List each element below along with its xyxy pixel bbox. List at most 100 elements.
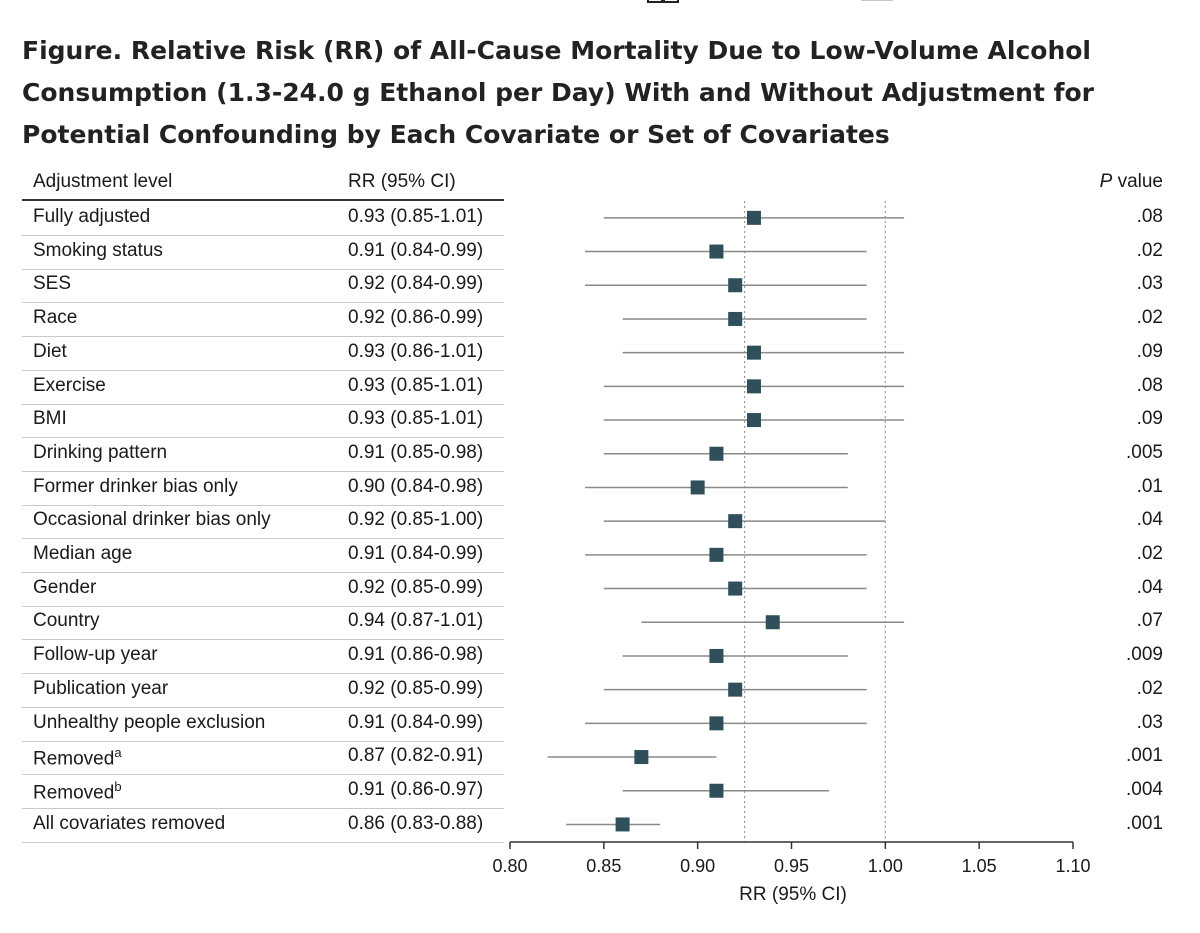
row-p-value: .04 [1136, 509, 1163, 531]
row-rr-ci: 0.91 (0.84-0.99) [348, 711, 484, 733]
rr-marker [746, 345, 761, 360]
rr-marker [615, 817, 630, 832]
rr-marker [765, 615, 780, 630]
row-rr-ci: 0.92 (0.85-1.00) [348, 509, 484, 531]
rr-marker [746, 379, 761, 394]
row-p-value: .005 [1126, 441, 1163, 463]
header-rr: RR (95% CI) [348, 171, 456, 192]
row-footnote-mark: a [114, 745, 122, 761]
table-row: Former drinker bias only 0.90 (0.84-0.98) [22, 471, 504, 506]
row-p-value: .03 [1136, 711, 1163, 733]
table-row: Occasional drinker bias only 0.92 (0.85-1… [22, 504, 504, 540]
row-label: Race [33, 307, 78, 329]
row-footnote-mark: b [114, 778, 122, 794]
rr-marker [728, 682, 743, 697]
row-rr-ci: 0.92 (0.84-0.99) [348, 273, 484, 295]
row-rr-ci: 0.92 (0.85-0.99) [348, 677, 484, 699]
row-p-value: .09 [1136, 408, 1163, 430]
row-rr-ci: 0.91 (0.86-0.98) [348, 644, 484, 666]
row-p-value: .01 [1136, 475, 1163, 497]
row-rr-ci: 0.86 (0.83-0.88) [348, 812, 484, 834]
row-label: SES [33, 273, 72, 295]
row-rr-ci: 0.90 (0.84-0.98) [348, 475, 484, 497]
row-label: Follow-up year [33, 644, 158, 666]
rr-marker [728, 311, 743, 326]
x-tick-label: 0.95 [774, 856, 809, 876]
header-p-value: P value [1100, 171, 1163, 193]
bookmark-icon[interactable] [647, 0, 679, 3]
row-label: Unhealthy people exclusion [33, 711, 266, 733]
header-adjustment-level: Adjustment level [33, 171, 173, 192]
row-rr-ci: 0.87 (0.82-0.91) [348, 745, 484, 767]
row-p-value: .09 [1136, 340, 1163, 362]
table-row: Race 0.92 (0.86-0.99) [22, 302, 504, 338]
header-p-suffix: value [1112, 171, 1163, 192]
header-rule [22, 199, 504, 201]
row-label: All covariates removed [33, 812, 226, 834]
row-p-value: .08 [1136, 374, 1163, 396]
rr-marker [728, 514, 743, 529]
x-tick-label: 0.90 [680, 856, 715, 876]
rr-marker [728, 278, 743, 293]
table-row: Publication year 0.92 (0.85-0.99) [22, 673, 504, 708]
row-p-value: .02 [1136, 677, 1163, 699]
row-label: Country [33, 610, 100, 632]
figure-title: Figure. Relative Risk (RR) of All-Cause … [22, 36, 1094, 149]
rr-marker [709, 446, 724, 461]
row-label: Former drinker bias only [33, 475, 238, 497]
x-tick-label: 0.85 [586, 856, 621, 876]
table-row: Follow-up year 0.91 (0.86-0.98) [22, 639, 504, 675]
rr-marker [709, 244, 724, 259]
row-label: Publication year [33, 677, 169, 699]
rr-marker [634, 750, 649, 765]
table-row: All covariates removed 0.86 (0.83-0.88) [22, 808, 504, 843]
x-tick-label: 1.10 [1055, 856, 1090, 876]
table-row: SES 0.92 (0.84-0.99) [22, 268, 504, 304]
row-label: Occasional drinker bias only [33, 509, 271, 531]
row-label: Diet [33, 340, 67, 362]
rr-marker [728, 581, 743, 596]
row-p-value: .02 [1136, 543, 1163, 564]
row-rr-ci: 0.93 (0.85-1.01) [348, 374, 484, 396]
row-rr-ci: 0.91 (0.85-0.98) [348, 441, 484, 463]
row-rr-ci: 0.92 (0.86-0.99) [348, 307, 484, 329]
row-label: Drinking pattern [33, 441, 168, 463]
rr-marker [690, 480, 705, 495]
row-rr-ci: 0.91 (0.84-0.99) [348, 239, 484, 261]
row-p-value: .08 [1136, 206, 1163, 227]
row-p-value: .02 [1136, 239, 1163, 261]
row-rr-ci: 0.93 (0.85-1.01) [348, 408, 484, 430]
table-row: Unhealthy people exclusion 0.91 (0.84-0.9… [22, 707, 504, 742]
x-tick-label: 1.00 [868, 856, 903, 876]
table-row: Country 0.94 (0.87-1.01) [22, 605, 504, 641]
row-rr-ci: 0.91 (0.84-0.99) [348, 543, 484, 564]
x-tick-label: 0.80 [492, 856, 527, 876]
x-tick-label: 1.05 [962, 856, 997, 876]
rr-marker [746, 413, 761, 428]
row-rr-ci: 0.93 (0.85-1.01) [348, 206, 484, 227]
rr-marker [709, 783, 724, 798]
row-label: BMI [33, 408, 67, 430]
rr-marker [746, 210, 761, 225]
row-rr-ci: 0.91 (0.86-0.97) [348, 778, 484, 800]
row-p-value: .009 [1126, 644, 1163, 666]
row-label: Gender [33, 576, 97, 598]
row-rr-ci: 0.94 (0.87-1.01) [348, 610, 484, 632]
header-p-prefix: P [1099, 171, 1113, 192]
row-label: Median age [33, 543, 133, 564]
row-rr-ci: 0.93 (0.86-1.01) [348, 340, 484, 362]
table-row: Removedb 0.91 (0.86-0.97) [22, 774, 504, 809]
table-row: Median age 0.91 (0.84-0.99) [22, 538, 504, 573]
x-axis-title: RR (95% CI) [739, 884, 847, 905]
row-label: Removedb [33, 778, 122, 804]
row-rr-ci: 0.92 (0.85-0.99) [348, 576, 484, 598]
row-p-value: .04 [1136, 576, 1163, 598]
row-p-value: .07 [1136, 610, 1163, 632]
table-row: Exercise 0.93 (0.85-1.01) [22, 370, 504, 405]
table-row: Fully adjusted 0.93 (0.85-1.01) [22, 201, 504, 236]
toolbar-icons [647, 0, 893, 3]
table-row: Smoking status 0.91 (0.84-0.99) [22, 235, 504, 270]
row-p-value: .03 [1136, 273, 1163, 295]
row-p-value: .004 [1126, 778, 1163, 800]
